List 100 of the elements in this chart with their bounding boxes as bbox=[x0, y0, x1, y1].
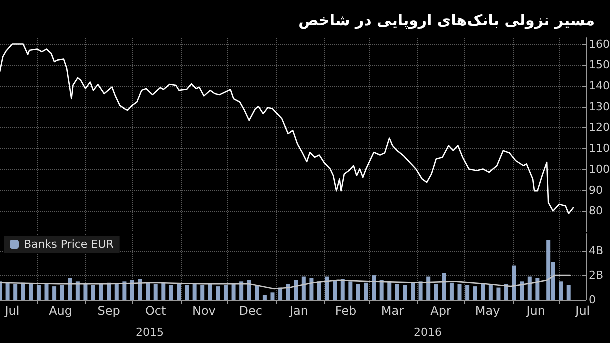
x-tick-label: Mar bbox=[381, 304, 404, 318]
x-tick-label: Jul bbox=[4, 304, 20, 318]
bar bbox=[442, 273, 446, 300]
bar bbox=[403, 285, 408, 300]
bar bbox=[473, 286, 478, 300]
bar bbox=[380, 280, 384, 300]
bar bbox=[466, 285, 470, 300]
bar bbox=[76, 282, 80, 300]
bar bbox=[520, 282, 524, 300]
bar bbox=[138, 279, 142, 300]
bar bbox=[185, 285, 190, 300]
bar bbox=[200, 285, 205, 300]
x-tick-label: May bbox=[475, 304, 500, 318]
y-tick-label: 4B bbox=[589, 244, 604, 258]
bar bbox=[504, 284, 509, 300]
bar bbox=[364, 282, 368, 300]
bar bbox=[29, 284, 34, 300]
y-tick-label: 140 bbox=[589, 79, 610, 92]
bar bbox=[481, 284, 486, 300]
bar bbox=[154, 284, 158, 300]
bar bbox=[84, 284, 88, 300]
bar bbox=[395, 284, 400, 300]
bar bbox=[286, 284, 290, 300]
bar bbox=[216, 286, 220, 300]
bar bbox=[14, 284, 18, 300]
x-tick-label: Jun bbox=[526, 304, 546, 318]
bar bbox=[372, 276, 376, 300]
bar bbox=[232, 284, 236, 300]
bar bbox=[130, 280, 134, 300]
x-tick-label: Feb bbox=[335, 304, 357, 318]
bar bbox=[348, 282, 353, 300]
x-tick-label: Nov bbox=[192, 304, 216, 318]
x-tick-label: Oct bbox=[145, 304, 167, 318]
bar bbox=[208, 284, 212, 300]
bar bbox=[44, 284, 49, 300]
x-tick-label: Apr bbox=[430, 304, 452, 318]
bar bbox=[162, 282, 166, 300]
bar bbox=[411, 282, 416, 300]
x-tick-label: Aug bbox=[49, 304, 72, 318]
y-tick-label: 80 bbox=[589, 204, 603, 218]
bar bbox=[52, 286, 57, 300]
bar bbox=[6, 282, 10, 300]
y-tick-label: 120 bbox=[589, 121, 610, 134]
y-tick-label: 2B bbox=[589, 269, 604, 282]
text: 2015 bbox=[136, 326, 164, 339]
text: 2016 bbox=[414, 326, 442, 339]
y-tick-label: 130 bbox=[589, 100, 610, 114]
y-tick-label: 90 bbox=[589, 184, 603, 197]
line-series bbox=[0, 274, 572, 290]
bar bbox=[169, 285, 174, 300]
bar bbox=[388, 282, 392, 300]
bar bbox=[192, 284, 197, 300]
bar bbox=[340, 279, 345, 300]
bar bbox=[68, 278, 72, 300]
chart-title: مسیر نزولی بانک‌های اروپایی در شاخص bbox=[298, 12, 596, 30]
bar bbox=[122, 282, 127, 300]
bar bbox=[356, 284, 360, 300]
bar bbox=[559, 282, 564, 300]
bar bbox=[434, 284, 438, 300]
bar bbox=[177, 284, 182, 300]
bar bbox=[496, 288, 501, 300]
bar bbox=[36, 285, 41, 300]
bar bbox=[224, 285, 228, 300]
x-tick-label: Jan bbox=[288, 304, 308, 318]
bar bbox=[512, 266, 516, 300]
bar bbox=[528, 276, 532, 300]
bar bbox=[60, 285, 64, 300]
bar bbox=[458, 284, 462, 300]
bar bbox=[262, 295, 267, 300]
x-tick-label: Dec bbox=[239, 304, 263, 318]
bar bbox=[21, 282, 26, 300]
x-tick-label: Sep bbox=[98, 304, 120, 318]
bar bbox=[107, 282, 112, 300]
bar bbox=[450, 282, 454, 300]
bar bbox=[146, 282, 150, 300]
x-tick-label: Jul bbox=[574, 304, 590, 318]
bar bbox=[325, 276, 330, 300]
bar bbox=[310, 278, 314, 300]
bar bbox=[294, 280, 298, 300]
y-tick-label: 150 bbox=[589, 58, 610, 72]
bar bbox=[536, 278, 540, 300]
bar bbox=[333, 280, 338, 300]
bar bbox=[270, 292, 275, 300]
bar bbox=[240, 282, 244, 300]
line-series bbox=[0, 44, 574, 214]
bar bbox=[488, 285, 493, 300]
legend-label: Banks Price EUR bbox=[24, 238, 114, 251]
bar bbox=[247, 280, 252, 300]
y-tick-label: 110 bbox=[589, 142, 610, 156]
bar bbox=[92, 285, 96, 300]
bar bbox=[418, 282, 423, 300]
bar bbox=[317, 282, 322, 300]
bar bbox=[99, 284, 104, 300]
bar bbox=[426, 276, 431, 300]
bar bbox=[114, 284, 119, 300]
bar bbox=[566, 285, 571, 300]
bar bbox=[255, 285, 260, 300]
y-tick-label: 100 bbox=[589, 162, 610, 176]
bar bbox=[302, 276, 306, 300]
y-tick-label: 160 bbox=[589, 38, 610, 51]
